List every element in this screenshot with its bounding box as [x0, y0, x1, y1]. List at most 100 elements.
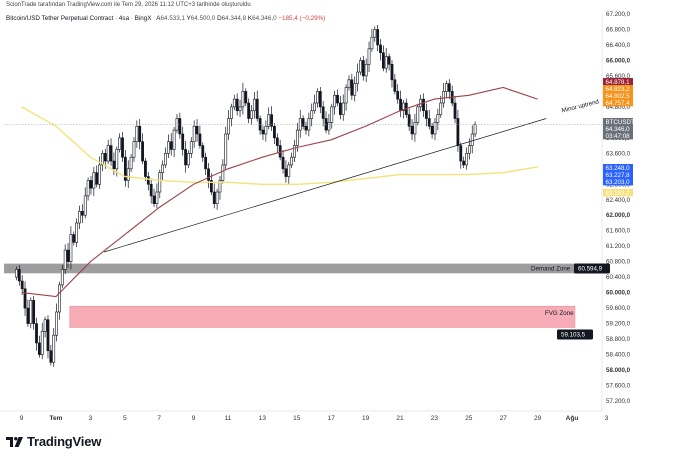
price-tick-label: 57.600,0 [606, 383, 631, 390]
price-badges: 64.878,164.823,264.802,564.757,4 BTCUSDT.… [603, 78, 640, 197]
candle-body [227, 118, 230, 135]
price-badge-value: BTCUSDT.P [606, 119, 640, 126]
fvg-zone-value: 59.103,5 [561, 331, 586, 338]
logo-text: TradingView [27, 434, 102, 449]
candle-body [118, 137, 122, 150]
candle-body [462, 160, 466, 166]
candle-body [356, 71, 359, 84]
fvg-zone[interactable] [69, 305, 576, 328]
candle-body [204, 156, 208, 170]
candle-body [422, 98, 425, 112]
candle-body [402, 102, 405, 112]
candle-body [215, 191, 219, 204]
candle-body [121, 137, 124, 158]
price-tick-label: 61.200,0 [606, 243, 631, 250]
candle-body [198, 133, 202, 146]
price-badge [603, 132, 633, 140]
candle-body [192, 125, 196, 143]
close-value: 64.346,0 [252, 15, 277, 22]
high-label: Y [186, 15, 191, 22]
chart-header: ScionTrade tarafından TradingView.com il… [6, 2, 251, 8]
candle-body [439, 102, 443, 115]
candle-body [103, 153, 107, 162]
fvg-zone-badge [557, 329, 593, 340]
candle-body [201, 145, 205, 158]
candle-body [442, 91, 445, 104]
price-badge [603, 78, 633, 86]
candle-body [221, 164, 225, 181]
date-tick-label: 19 [362, 415, 370, 422]
tradingview-logo[interactable]: TradingView [6, 434, 101, 449]
price-tick-label: 63.600,0 [606, 150, 631, 157]
date-tick-label: 3 [605, 415, 609, 422]
candle-body [316, 91, 319, 104]
candle-body [63, 249, 67, 270]
candle-body [35, 323, 38, 344]
candle-body [447, 83, 451, 92]
price-tick-label: 66.000,0 [606, 57, 631, 64]
candle-body [37, 342, 41, 355]
candle-body [350, 79, 354, 96]
candle-body [427, 118, 431, 127]
price-tick-label: 60.000,0 [606, 290, 631, 297]
candle-body [46, 319, 50, 351]
demand-zone-value: 60.594,9 [578, 265, 603, 272]
candle-body [83, 195, 87, 216]
candle-body [313, 102, 316, 112]
price-axis: 67.200,0 66.800,0 66.400,0 66.000,0 65.600,0… [606, 11, 631, 405]
candle-body [55, 311, 58, 336]
candle-body [60, 269, 64, 286]
candle-body [290, 156, 294, 166]
candle-body [155, 191, 159, 204]
price-tick-label: 64.800,0 [606, 104, 631, 111]
candle-body [384, 56, 388, 69]
candle-body [445, 83, 448, 92]
price-badge [603, 99, 633, 107]
candle-body [467, 145, 471, 154]
date-tick-label: 29 [534, 415, 542, 422]
candle-body [287, 164, 291, 177]
candle-body [387, 56, 391, 65]
candle-body [318, 91, 322, 108]
candle-body [75, 222, 79, 243]
change-value: −185,4 (−0,29%) [278, 15, 326, 22]
price-badge [603, 125, 633, 133]
candle-body [255, 98, 259, 119]
candle-body [284, 168, 288, 177]
candle-body [241, 91, 245, 108]
demand-zone-label: Demand Zone [531, 265, 571, 272]
candle-body [235, 98, 239, 112]
candle-body [407, 114, 411, 127]
close-label: K [247, 15, 253, 22]
candle-body [321, 106, 325, 119]
symbol-name[interactable]: Bitcoin/USD Tether Perpetual Contract · … [6, 15, 152, 22]
date-tick-label: 21 [396, 415, 404, 422]
candle-body [327, 122, 331, 131]
price-badge-value: 63.248,0 [606, 165, 631, 172]
candle-body [158, 172, 162, 193]
candle-body [273, 125, 276, 139]
candle-body [161, 164, 165, 173]
candle-body [209, 180, 213, 193]
date-tick-label: 7 [157, 415, 161, 422]
time-axis: 9 Tem 3 5 7 9 11 13 15 17 19 21 23 25 27 29 Ağu 3 [20, 415, 609, 422]
candle-body [252, 98, 256, 112]
high-value: 64.500,0 [190, 15, 216, 22]
demand-zone[interactable] [4, 263, 602, 274]
candle-body [301, 118, 305, 127]
candle-body [456, 118, 460, 146]
candle-body [106, 145, 110, 162]
price-badge [603, 171, 633, 179]
zones: Demand Zone 60.594,9 FVG Zone 59.103,5 [4, 263, 610, 340]
candle-body [80, 211, 84, 216]
ma-yellow-line [21, 106, 538, 185]
candle-body [453, 102, 457, 119]
price-tick-label: 66.800,0 [606, 26, 631, 33]
trendline[interactable] [104, 118, 547, 253]
candle-body [338, 102, 342, 115]
demand-zone-badge [574, 263, 610, 274]
candle-body [470, 133, 474, 146]
candle-body [399, 98, 402, 112]
candle-body [26, 307, 30, 324]
